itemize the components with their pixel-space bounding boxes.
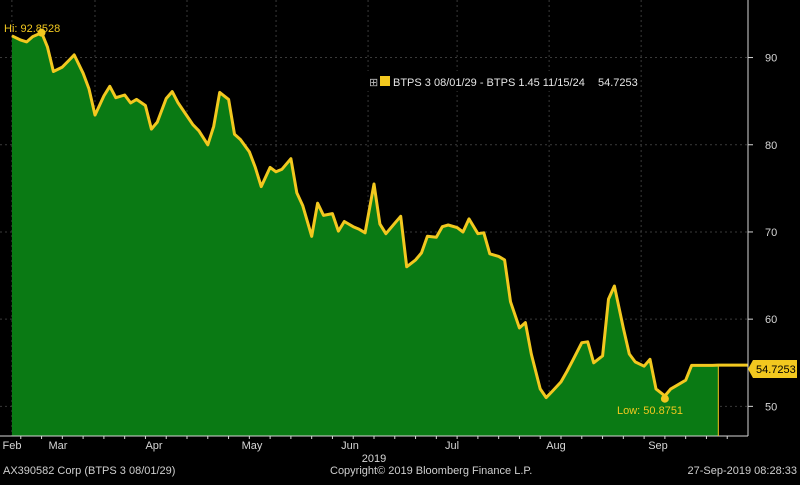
series-line <box>11 31 748 400</box>
legend-box[interactable]: ⊞ BTPS 3 08/01/29 - BTPS 1.45 11/15/24 5… <box>366 71 638 91</box>
x-tick-label: Jun <box>341 440 359 452</box>
last-value-tag-shape <box>748 360 797 378</box>
last-value-tag: 54.7253 <box>748 360 797 378</box>
low-annotation: Low: 50.8751 <box>617 405 683 417</box>
y-tick-label: 50 <box>765 401 777 413</box>
x-tick-label: Aug <box>546 440 566 452</box>
y-tick-label: 60 <box>765 314 777 326</box>
x-axis-year-label: 2019 <box>362 453 386 465</box>
x-tick-label: Sep <box>648 440 668 452</box>
x-tick-label: Apr <box>145 440 162 452</box>
y-tick-label: 80 <box>765 140 777 152</box>
legend-swatch <box>380 76 390 86</box>
x-tick-label: Jul <box>445 440 459 452</box>
last-value-tag-text: 54.7253 <box>756 364 796 376</box>
legend-expander-icon[interactable]: ⊞ <box>369 77 378 89</box>
high-marker <box>37 28 46 37</box>
legend-series-label: BTPS 3 08/01/29 - BTPS 1.45 11/15/24 <box>393 77 585 89</box>
low-marker <box>660 394 669 403</box>
marks-layer <box>37 28 719 436</box>
footer-timestamp: 27-Sep-2019 08:28:33 <box>687 465 797 477</box>
high-annotation: Hi: 92.8528 <box>4 23 60 35</box>
legend-last-value: 54.7253 <box>598 77 638 89</box>
axes-layer: 50 60 70 80 90 Feb Mar Apr May Jun Jul Aug Sep 2019 <box>0 0 777 465</box>
footer-bar: AX390582 Corp (BTPS 3 08/01/29) Copyrigh… <box>0 463 800 480</box>
y-tick-label: 70 <box>765 227 777 239</box>
footer-copyright: Copyright© 2019 Bloomberg Finance L.P. <box>330 465 533 477</box>
x-tick-label: Feb <box>3 440 22 452</box>
x-tick-label: Mar <box>49 440 68 452</box>
x-tick-label: May <box>242 440 263 452</box>
footer-security: AX390582 Corp (BTPS 3 08/01/29) <box>3 465 176 477</box>
series-area <box>11 32 719 436</box>
y-tick-label: 90 <box>765 53 777 65</box>
legend-background <box>366 71 638 91</box>
